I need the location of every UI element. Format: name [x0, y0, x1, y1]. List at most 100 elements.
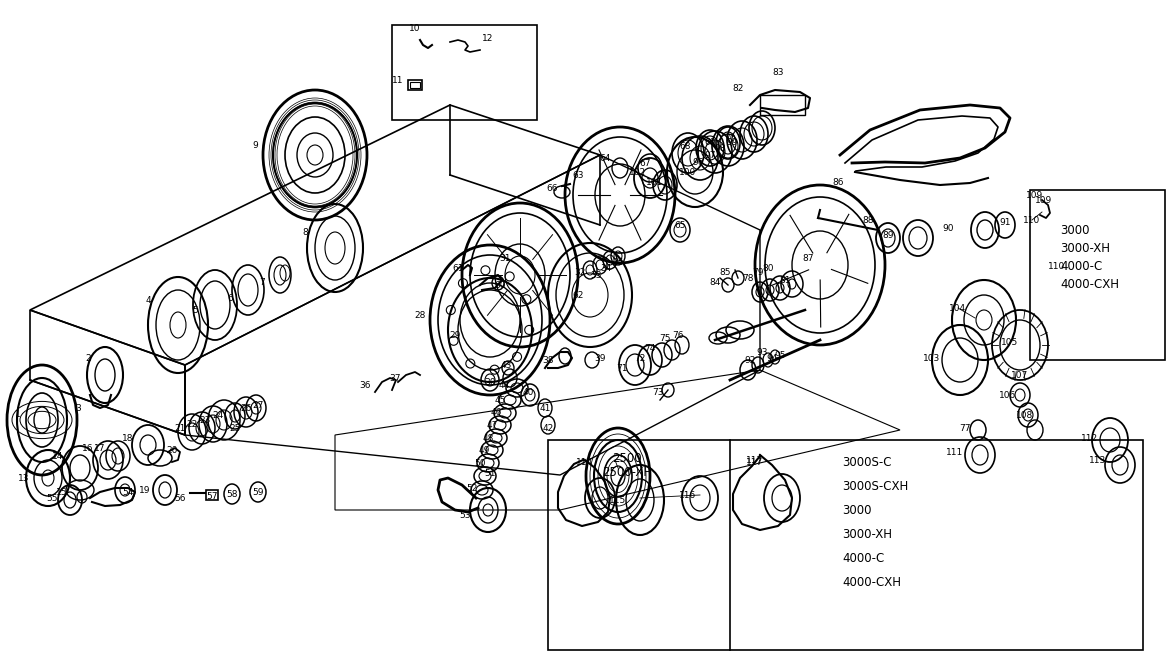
Text: 104: 104: [949, 303, 967, 313]
Text: 2500-XH: 2500-XH: [602, 465, 652, 479]
Text: 3000-XH: 3000-XH: [1060, 242, 1110, 254]
Text: 5: 5: [192, 305, 198, 315]
Text: 89: 89: [882, 230, 894, 240]
Text: 114: 114: [576, 457, 594, 467]
Text: 82: 82: [733, 84, 743, 92]
Text: 108: 108: [1016, 410, 1034, 420]
Text: 74: 74: [644, 343, 656, 353]
Text: 4: 4: [145, 295, 151, 305]
Text: 4000-CXH: 4000-CXH: [1060, 278, 1120, 291]
Text: 59: 59: [252, 487, 263, 497]
Text: 49: 49: [479, 446, 489, 454]
Text: 76: 76: [673, 331, 683, 339]
Text: 91: 91: [1000, 218, 1010, 226]
Text: 37: 37: [389, 373, 401, 382]
Text: 55: 55: [46, 493, 58, 503]
Text: 97: 97: [704, 151, 716, 159]
Text: 85: 85: [720, 268, 730, 276]
Text: 10: 10: [409, 23, 421, 33]
Text: 20: 20: [166, 446, 178, 454]
Text: 3000: 3000: [842, 503, 871, 517]
Text: 2500: 2500: [613, 452, 642, 465]
Text: 87: 87: [802, 254, 814, 262]
Text: 95: 95: [774, 351, 786, 359]
Text: 47: 47: [487, 420, 497, 430]
Text: 90: 90: [942, 224, 954, 232]
Text: 48: 48: [482, 434, 494, 442]
Text: 18: 18: [122, 434, 134, 442]
Text: 43: 43: [500, 361, 512, 369]
Text: 111: 111: [947, 448, 963, 457]
Text: 14: 14: [52, 452, 64, 461]
Text: 98: 98: [714, 143, 726, 153]
Text: 100: 100: [680, 167, 696, 177]
Text: 68: 68: [680, 141, 690, 151]
Text: 92: 92: [744, 355, 756, 365]
Text: 61: 61: [453, 264, 463, 272]
Text: 51: 51: [485, 469, 496, 477]
Text: 19: 19: [139, 485, 151, 495]
Text: 65: 65: [674, 220, 686, 230]
Bar: [760, 95, 806, 115]
Text: 3: 3: [75, 404, 81, 412]
Text: 28: 28: [414, 311, 426, 319]
Text: 81: 81: [780, 276, 790, 284]
Text: 103: 103: [923, 353, 941, 363]
Bar: [206, 490, 218, 500]
Text: 3000: 3000: [1060, 224, 1089, 236]
Text: 86: 86: [833, 177, 843, 187]
Text: 101: 101: [647, 177, 663, 187]
Text: 9: 9: [252, 141, 258, 149]
Text: 79: 79: [753, 268, 763, 276]
Text: 12: 12: [482, 33, 494, 42]
Text: 69: 69: [704, 137, 716, 147]
Text: 30: 30: [485, 378, 496, 386]
Bar: [548, 440, 1143, 650]
Text: 15: 15: [56, 487, 68, 497]
Text: 7: 7: [259, 278, 265, 286]
Text: 39: 39: [594, 353, 606, 363]
Text: 117: 117: [747, 456, 763, 465]
Text: 2: 2: [85, 353, 91, 363]
Text: 70: 70: [724, 133, 736, 143]
Text: 58: 58: [226, 489, 238, 499]
Text: 17: 17: [94, 444, 106, 452]
Text: 96: 96: [693, 157, 703, 167]
Text: 4000-C: 4000-C: [1060, 260, 1102, 272]
Bar: [1030, 190, 1165, 360]
Bar: [410, 82, 420, 88]
Text: 67: 67: [640, 159, 650, 167]
Text: 83: 83: [773, 68, 783, 76]
Text: 106: 106: [1000, 390, 1016, 400]
Text: 1: 1: [15, 410, 21, 418]
Text: 94: 94: [767, 353, 777, 363]
Text: 115: 115: [609, 495, 627, 505]
Text: 6: 6: [227, 293, 233, 303]
Text: 63: 63: [573, 171, 583, 179]
Text: 52: 52: [467, 483, 477, 493]
Text: 21: 21: [174, 424, 186, 432]
Text: 4000-CXH: 4000-CXH: [842, 576, 901, 588]
Text: 32: 32: [574, 268, 586, 276]
Text: 60: 60: [494, 280, 506, 290]
Text: 3000S-C: 3000S-C: [842, 456, 891, 469]
Text: 38: 38: [542, 355, 554, 365]
Text: 23: 23: [199, 416, 211, 424]
Text: 77: 77: [960, 424, 970, 432]
Text: 75: 75: [660, 333, 670, 343]
Text: 33: 33: [590, 270, 602, 280]
Text: 4000-C: 4000-C: [842, 552, 884, 564]
Text: 11: 11: [393, 76, 403, 84]
Text: 84: 84: [709, 278, 721, 286]
Text: 46: 46: [490, 408, 502, 416]
Text: 22: 22: [186, 420, 198, 428]
Text: 109: 109: [1027, 191, 1043, 199]
Text: 107: 107: [1011, 371, 1029, 380]
Text: 29: 29: [449, 331, 461, 339]
Text: 71: 71: [616, 363, 628, 373]
Text: 45: 45: [494, 396, 506, 404]
Text: 24: 24: [213, 410, 223, 420]
Text: 40: 40: [522, 388, 534, 396]
Text: 16: 16: [82, 444, 94, 452]
Text: 110: 110: [1023, 216, 1041, 224]
